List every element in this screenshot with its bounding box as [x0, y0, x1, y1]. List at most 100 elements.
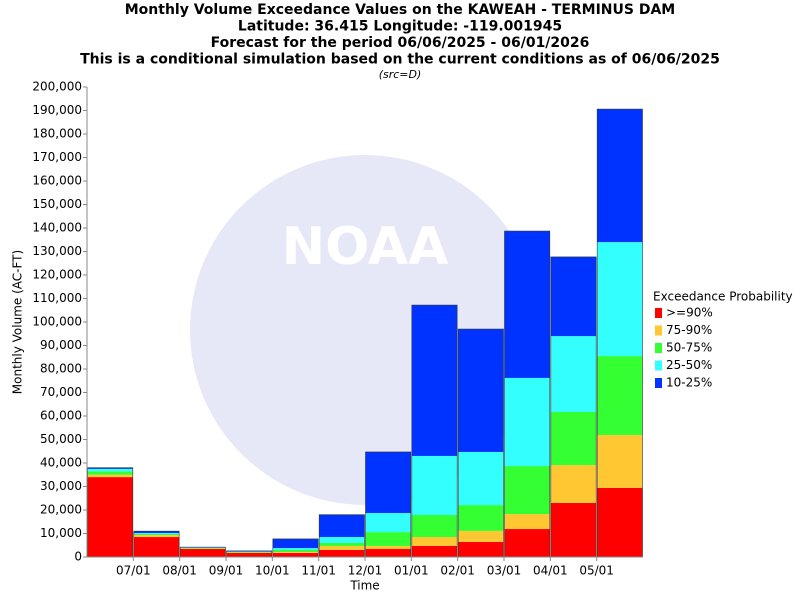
- bar-segment: [272, 553, 319, 557]
- y-tick-label: 80,000: [40, 362, 82, 376]
- bar-segment: [550, 256, 597, 337]
- y-tick-label: 70,000: [40, 385, 82, 399]
- bar-segment: [597, 487, 643, 557]
- legend-label: >=90%: [666, 306, 713, 320]
- x-tick-label: 10/01: [255, 564, 290, 578]
- bar-segment: [319, 537, 365, 543]
- bar-segment: [458, 530, 504, 542]
- bar-segment: [272, 552, 319, 554]
- bar-segment: [133, 537, 180, 557]
- chart-title: Latitude: 36.415 Longitude: -119.001945: [238, 19, 562, 35]
- chart-title: Monthly Volume Exceedance Values on the …: [125, 2, 675, 18]
- bar-segment: [319, 514, 365, 538]
- y-tick-label: 140,000: [32, 221, 82, 235]
- bar-segment: [597, 356, 643, 436]
- legend-swatch: [655, 360, 662, 371]
- bar-segment: [504, 231, 550, 378]
- bar-segment: [272, 549, 319, 553]
- bar-segment: [550, 412, 597, 466]
- subtitle: (src=D): [379, 68, 422, 81]
- bar-segment: [458, 329, 504, 452]
- x-axis-label: Time: [349, 579, 379, 593]
- bar-segment: [411, 305, 458, 456]
- bar-segment: [458, 505, 504, 531]
- legend-swatch: [655, 343, 662, 353]
- y-tick-label: 20,000: [40, 503, 82, 517]
- bar-segment: [550, 502, 597, 557]
- bar-segment: [550, 336, 597, 413]
- y-tick-label: 190,000: [32, 103, 82, 117]
- bar-segment: [597, 242, 643, 357]
- y-tick-label: 90,000: [40, 338, 82, 352]
- bar-segment: [319, 542, 365, 546]
- x-tick-label: 11/01: [301, 564, 336, 578]
- x-tick-label: 08/01: [162, 564, 197, 578]
- x-tick-label: 03/01: [487, 564, 522, 578]
- bar-segment: [87, 474, 133, 478]
- bar-segment: [319, 549, 365, 557]
- bar-segment: [411, 455, 458, 515]
- bar-segment: [411, 514, 458, 538]
- chart-title: Forecast for the period 06/06/2025 - 06/…: [211, 35, 590, 51]
- legend-label: 50-75%: [666, 341, 712, 355]
- y-tick-label: 130,000: [32, 244, 82, 258]
- bar-segment: [365, 549, 411, 557]
- legend-swatch: [655, 378, 662, 388]
- bar-segment: [87, 467, 133, 469]
- bar-segment: [411, 545, 458, 557]
- y-axis-label: Monthly Volume (AC-FT): [11, 250, 25, 394]
- bar-segment: [180, 549, 226, 557]
- bar-segment: [597, 435, 643, 488]
- bar-segment: [133, 533, 180, 534]
- legend-title: Exceedance Probability: [653, 290, 793, 304]
- x-tick-label: 09/01: [209, 564, 244, 578]
- y-tick-label: 110,000: [32, 291, 82, 305]
- y-tick-label: 0: [74, 550, 82, 564]
- bar-segment: [504, 377, 550, 467]
- bar-segment: [133, 535, 180, 538]
- bar-segment: [272, 548, 319, 550]
- bar-segment: [133, 531, 180, 534]
- legend-label: 25-50%: [666, 358, 712, 372]
- x-tick-label: 02/01: [440, 564, 475, 578]
- bar-segment: [597, 109, 643, 243]
- watermark-text: NOAA: [282, 217, 449, 277]
- y-tick-label: 10,000: [40, 526, 82, 540]
- bar-segment: [411, 537, 458, 546]
- bar-segment: [133, 533, 180, 536]
- legend-swatch: [655, 325, 662, 336]
- bar-segment: [226, 550, 272, 552]
- bar-segment: [504, 513, 550, 530]
- bar-segment: [87, 468, 133, 472]
- y-tick-label: 150,000: [32, 197, 82, 211]
- y-tick-label: 170,000: [32, 150, 82, 164]
- bar-segment: [272, 538, 319, 549]
- y-tick-label: 160,000: [32, 174, 82, 188]
- bar-segment: [365, 451, 411, 514]
- bar-segment: [87, 477, 133, 557]
- chart-title: This is a conditional simulation based o…: [80, 52, 720, 68]
- bar-segment: [365, 532, 411, 546]
- x-tick-label: 07/01: [116, 564, 151, 578]
- y-tick-label: 40,000: [40, 456, 82, 470]
- x-tick-label: 04/01: [533, 564, 568, 578]
- x-tick-label: 01/01: [394, 564, 429, 578]
- bar-segment: [226, 553, 272, 557]
- y-tick-label: 50,000: [40, 432, 82, 446]
- bar-segment: [319, 545, 365, 550]
- bar-segment: [87, 471, 133, 475]
- bar-segment: [550, 465, 597, 503]
- y-tick-label: 100,000: [32, 315, 82, 329]
- x-tick-label: 05/01: [579, 564, 614, 578]
- y-tick-label: 30,000: [40, 479, 82, 493]
- bar-segment: [458, 541, 504, 557]
- x-tick-label: 12/01: [348, 564, 383, 578]
- legend-swatch: [655, 308, 662, 318]
- legend-label: 10-25%: [666, 376, 712, 390]
- y-tick-label: 200,000: [32, 80, 82, 94]
- y-tick-label: 120,000: [32, 268, 82, 282]
- y-tick-label: 180,000: [32, 127, 82, 141]
- y-tick-label: 60,000: [40, 409, 82, 423]
- bar-segment: [365, 513, 411, 533]
